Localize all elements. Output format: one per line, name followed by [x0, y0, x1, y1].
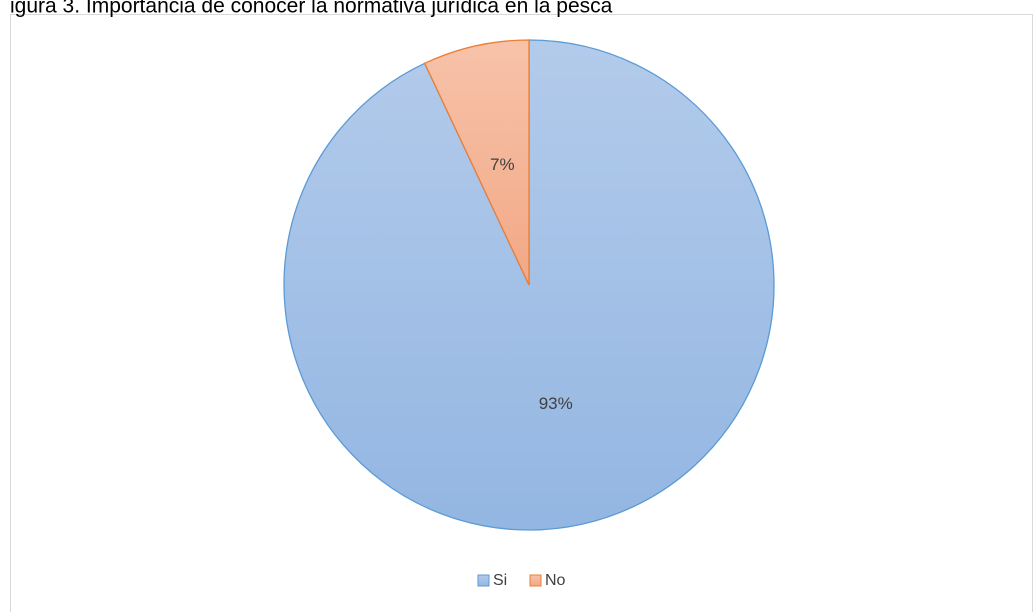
legend-label: No [545, 572, 566, 589]
pie-slice [423, 39, 530, 286]
data-label: 93% [539, 394, 573, 413]
legend-swatch [529, 574, 542, 587]
legend-label: Si [493, 572, 507, 589]
title-band [0, 0, 1035, 14]
chart-title: igura 3. Importancia de conocer la norma… [10, 0, 613, 18]
legend-swatch [477, 574, 490, 587]
data-label: 7% [490, 155, 515, 174]
